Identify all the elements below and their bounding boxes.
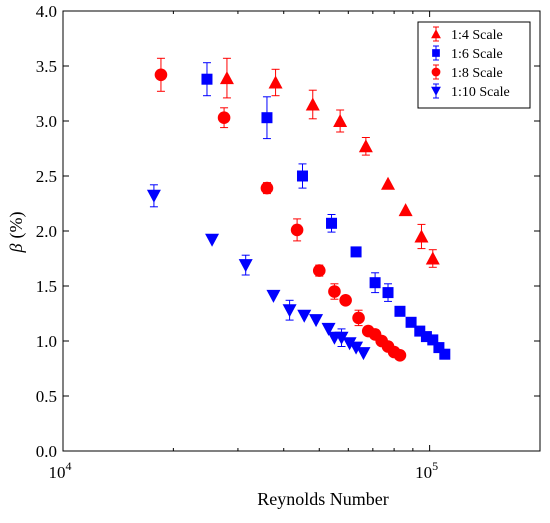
legend-label: 1:8 Scale <box>451 66 503 81</box>
data-point <box>433 342 445 354</box>
y-axis-unit: (%) <box>6 212 27 239</box>
x-axis-title: Reynolds Number <box>257 489 388 509</box>
data-point <box>352 311 365 325</box>
data-point <box>420 331 432 343</box>
data-point <box>414 325 426 337</box>
series-1 <box>219 57 440 268</box>
y-tick-label: 3.5 <box>36 57 57 76</box>
y-tick-label: 0.0 <box>36 442 57 461</box>
y-axis-title: β (%) <box>6 212 27 254</box>
data-point <box>268 75 283 89</box>
legend-marker <box>432 49 440 57</box>
y-tick-label: 2.5 <box>36 167 57 186</box>
y-tick-label: 2.0 <box>36 222 57 241</box>
series-3 <box>154 57 407 362</box>
data-point <box>358 139 373 153</box>
x-tick-label: 105 <box>415 459 438 482</box>
data-point <box>201 73 213 85</box>
x-tick-label: 104 <box>49 459 72 482</box>
data-point <box>282 304 297 318</box>
data-point <box>205 233 220 247</box>
y-tick-label: 1.5 <box>36 277 57 296</box>
data-point <box>154 68 168 82</box>
data-point <box>394 305 406 317</box>
data-point <box>439 348 451 360</box>
series-4 <box>146 184 371 361</box>
y-tick-label: 4.0 <box>36 2 57 21</box>
data-point <box>305 97 320 111</box>
x-axis-ticks: 104 105 <box>49 11 541 482</box>
data-point <box>398 203 413 217</box>
data-point <box>217 111 231 124</box>
data-point <box>321 322 336 336</box>
y-axis-ticks: 0.0 0.5 1.0 1.5 2.0 2.5 3.0 3.5 4.0 <box>36 2 540 461</box>
legend-label: 1:10 Scale <box>451 85 510 100</box>
data-point <box>290 223 304 237</box>
legend-label: 1:4 Scale <box>451 28 503 43</box>
data-point <box>334 331 349 345</box>
data-point <box>219 71 234 85</box>
y-tick-label: 1.0 <box>36 332 57 351</box>
data-point <box>326 217 338 229</box>
data-point <box>328 285 341 298</box>
data-point <box>369 277 381 289</box>
data-point <box>333 114 348 127</box>
data-point <box>393 349 407 362</box>
data-point <box>339 294 352 307</box>
y-axis-symbol: β <box>6 243 26 253</box>
data-point <box>261 112 273 124</box>
legend-marker <box>431 29 441 39</box>
data-point <box>356 347 371 361</box>
data-point <box>349 341 364 355</box>
data-point <box>350 246 362 258</box>
legend: 1:4 Scale 1:6 Scale 1:8 Scale 1:10 Scale <box>417 21 531 109</box>
data-point <box>266 289 281 303</box>
y-tick-label: 0.5 <box>36 387 57 406</box>
data-point <box>260 181 274 195</box>
data-point <box>405 316 417 328</box>
data-point <box>425 251 440 265</box>
data-point <box>342 337 357 351</box>
data-point <box>296 170 308 182</box>
data-point <box>297 309 312 323</box>
data-point <box>382 287 394 299</box>
data-point <box>427 334 439 346</box>
data-point <box>312 264 326 277</box>
data-point <box>238 259 253 273</box>
legend-label: 1:6 Scale <box>451 47 503 62</box>
data-point <box>146 189 161 203</box>
series-layer <box>146 57 451 362</box>
y-tick-label: 3.0 <box>36 112 57 131</box>
legend-marker <box>431 67 441 77</box>
data-point <box>414 229 429 243</box>
data-point <box>381 176 396 190</box>
series-2 <box>201 62 451 360</box>
data-point <box>309 314 324 328</box>
legend-marker <box>431 86 441 96</box>
